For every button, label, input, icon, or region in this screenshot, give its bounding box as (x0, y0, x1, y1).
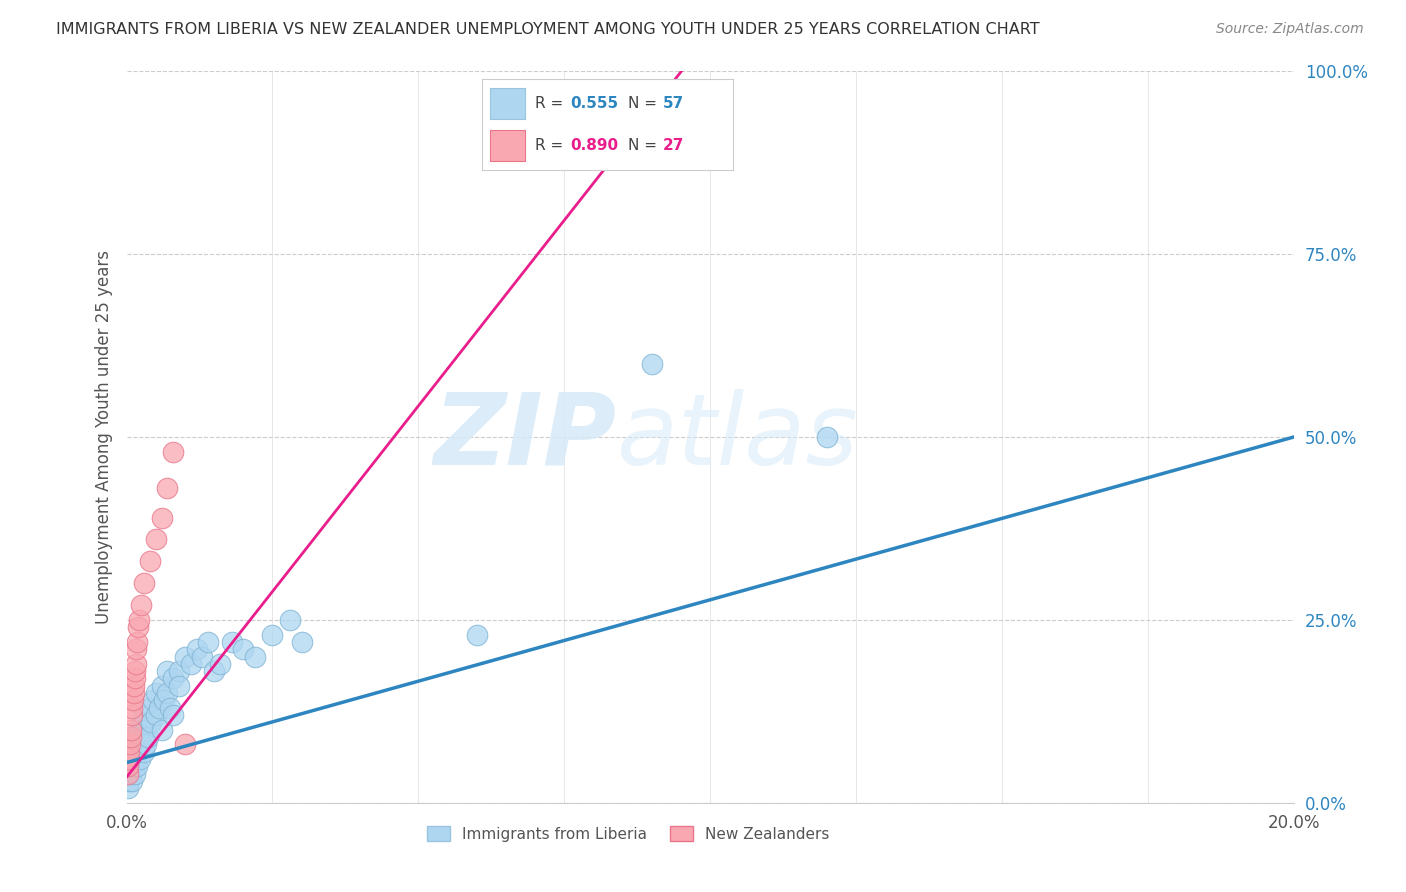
Point (221, 635, 243, 649)
Point (132, 708, 155, 723)
Y-axis label: Unemployment Among Youth under 25 years: Unemployment Among Youth under 25 years (94, 250, 112, 624)
Point (121, 708, 143, 723)
Point (121, 773, 143, 788)
Text: atlas: atlas (617, 389, 858, 485)
Point (167, 664, 190, 678)
Point (174, 649, 197, 664)
Point (120, 759, 142, 773)
Point (128, 730, 150, 744)
Point (129, 737, 152, 751)
Point (159, 700, 181, 714)
Point (232, 642, 254, 657)
Point (139, 700, 162, 714)
Point (117, 759, 139, 773)
Point (162, 672, 184, 686)
Point (127, 745, 149, 759)
Point (465, 627, 488, 641)
Point (153, 693, 176, 707)
Point (815, 430, 838, 444)
Point (124, 766, 146, 780)
Point (135, 737, 157, 751)
Point (125, 759, 148, 773)
Point (162, 708, 184, 723)
Point (180, 657, 202, 671)
Point (148, 700, 170, 714)
Point (191, 649, 214, 664)
Point (122, 693, 145, 707)
Point (174, 737, 197, 751)
Point (125, 737, 148, 751)
Point (145, 686, 167, 700)
Point (125, 642, 148, 657)
Point (118, 737, 141, 751)
Point (124, 730, 146, 744)
Text: IMMIGRANTS FROM LIBERIA VS NEW ZEALANDER UNEMPLOYMENT AMONG YOUTH UNDER 25 YEARS: IMMIGRANTS FROM LIBERIA VS NEW ZEALANDER… (56, 22, 1040, 37)
Point (117, 781, 139, 796)
Point (131, 715, 153, 730)
Point (120, 723, 142, 737)
Point (127, 723, 149, 737)
Point (145, 533, 167, 547)
Point (118, 773, 141, 788)
Point (121, 752, 143, 766)
Point (122, 759, 145, 773)
Point (290, 635, 312, 649)
Point (129, 752, 152, 766)
Point (125, 635, 148, 649)
Point (243, 649, 266, 664)
Point (208, 657, 231, 671)
Point (145, 708, 167, 723)
Point (139, 715, 162, 730)
Point (262, 627, 284, 641)
Point (640, 357, 664, 371)
Point (122, 679, 145, 693)
Point (162, 444, 184, 458)
Point (129, 599, 152, 613)
Point (156, 481, 179, 495)
Point (167, 679, 190, 693)
Point (132, 745, 155, 759)
Point (125, 752, 148, 766)
Point (122, 686, 145, 700)
Point (132, 576, 155, 591)
Point (120, 730, 142, 744)
Point (124, 672, 146, 686)
Point (118, 752, 141, 766)
Point (120, 766, 142, 780)
Point (121, 700, 143, 714)
Point (128, 613, 150, 627)
Point (117, 766, 139, 780)
Point (150, 679, 173, 693)
Point (134, 723, 156, 737)
Legend: Immigrants from Liberia, New Zealanders: Immigrants from Liberia, New Zealanders (420, 820, 835, 847)
Point (139, 554, 162, 568)
Point (118, 745, 141, 759)
Point (186, 642, 208, 657)
Point (124, 664, 146, 678)
Point (202, 664, 225, 678)
Point (150, 510, 173, 524)
Point (121, 737, 143, 751)
Point (142, 693, 165, 707)
Point (122, 745, 145, 759)
Text: ZIP: ZIP (433, 389, 617, 485)
Point (156, 664, 179, 678)
Point (150, 723, 173, 737)
Point (136, 730, 159, 744)
Point (278, 613, 301, 627)
Point (156, 686, 179, 700)
Text: Source: ZipAtlas.com: Source: ZipAtlas.com (1216, 22, 1364, 37)
Point (125, 657, 148, 671)
Point (197, 635, 219, 649)
Point (127, 620, 149, 634)
